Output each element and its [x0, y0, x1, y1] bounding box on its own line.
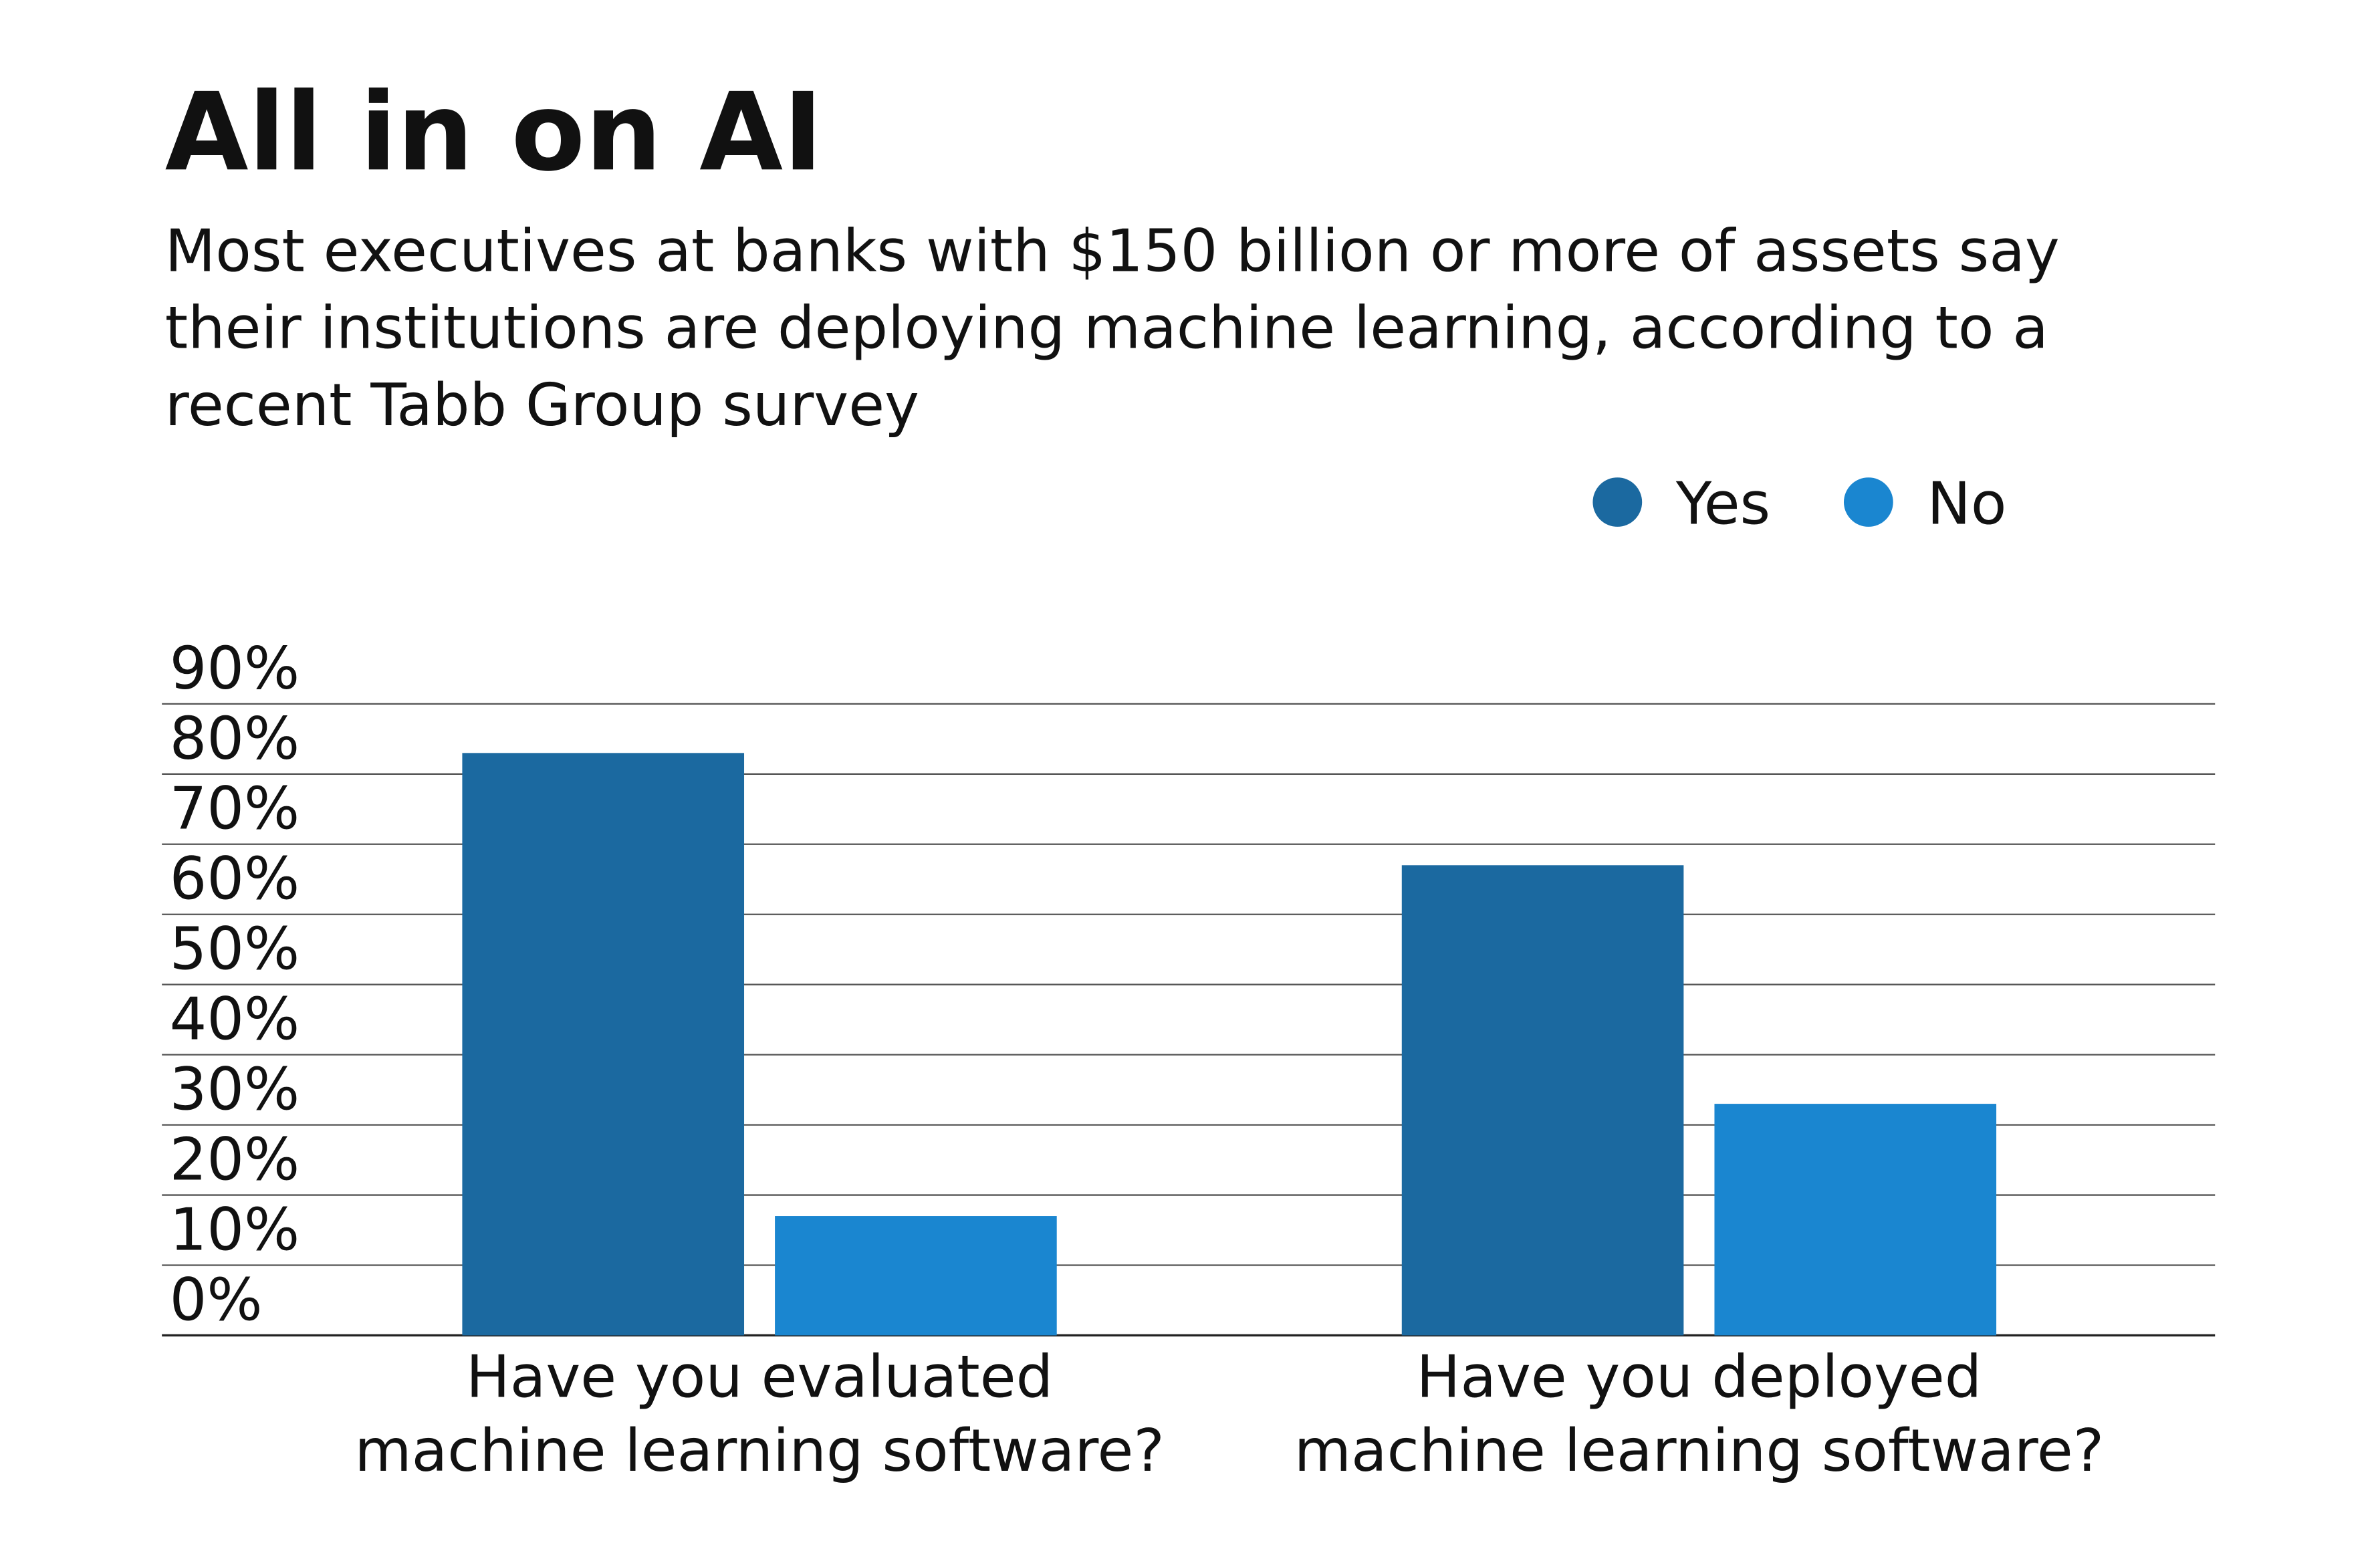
legend-marker: [1843, 477, 1893, 527]
bar: [1401, 865, 1684, 1336]
y-tick-label: 60%: [170, 845, 300, 913]
x-tick-label: Have you deployed machine learning softw…: [1294, 1342, 2105, 1485]
y-tick-label: 50%: [170, 915, 300, 983]
y-tick-label: 20%: [170, 1126, 300, 1194]
bar: [1714, 1104, 1997, 1336]
x-label-box: Have you evaluated machine learning soft…: [354, 1342, 1165, 1485]
legend-label: Yes: [1675, 469, 1770, 538]
bar: [775, 1216, 1057, 1336]
legend-label: No: [1927, 469, 2006, 538]
y-tick-label: 90%: [170, 634, 300, 703]
x-label-box: Have you deployed machine learning softw…: [1294, 1342, 2105, 1485]
legend-marker: [1592, 477, 1643, 527]
y-tick-label: 40%: [170, 985, 300, 1054]
bar: [462, 753, 745, 1336]
y-tick-label: 0%: [170, 1266, 263, 1334]
y-tick-label: 80%: [170, 705, 300, 773]
subtitle-box: Most executives at banks with $150 billi…: [164, 217, 2060, 439]
y-tick-label: 10%: [170, 1195, 300, 1264]
y-tick-label: 30%: [170, 1056, 300, 1124]
x-tick-label: Have you evaluated machine learning soft…: [354, 1342, 1165, 1485]
y-tick-label: 70%: [170, 775, 300, 843]
chart-subtitle: Most executives at banks with $150 billi…: [164, 217, 2060, 439]
chart-title: All in on AI: [165, 70, 823, 195]
